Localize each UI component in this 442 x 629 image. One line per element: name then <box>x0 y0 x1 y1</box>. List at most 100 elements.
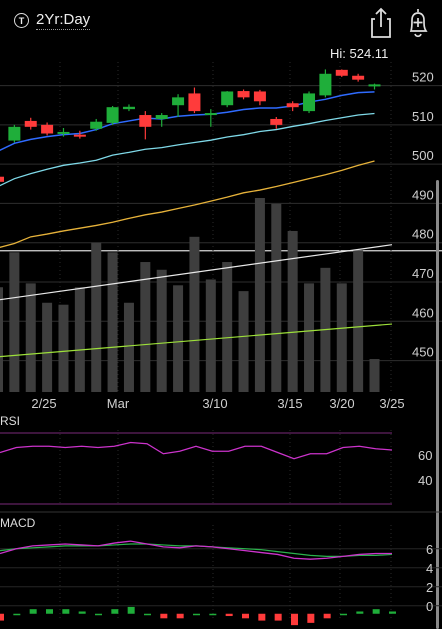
period-selector[interactable]: T 2Yr:Day <box>14 11 91 30</box>
candle-up <box>221 91 234 106</box>
price-tick-label: 460 <box>412 305 434 320</box>
macd-histogram-bar <box>0 613 4 621</box>
price-tick-label: 450 <box>412 345 434 360</box>
macd-histogram-bar <box>258 613 266 621</box>
volume-bar <box>140 262 151 392</box>
macd-histogram-bar <box>160 613 168 619</box>
rsi-title: RSI <box>0 414 21 428</box>
rsi-line <box>0 441 393 460</box>
candle-up <box>303 93 316 112</box>
candle-down <box>73 134 86 137</box>
macd-title: MACD <box>0 516 36 530</box>
macd-histogram-bar <box>356 611 364 614</box>
volume-bar <box>173 285 184 392</box>
macd-tick-label: 6 <box>426 542 433 557</box>
volume-bar <box>123 302 134 392</box>
macd-histogram-bar <box>95 613 102 616</box>
volume-bar <box>25 283 36 392</box>
candle-down <box>286 103 299 108</box>
price-tick-label: 470 <box>412 266 434 281</box>
share-icon[interactable] <box>366 6 396 40</box>
macd-histogram-bar <box>144 613 151 616</box>
period-icon: T <box>14 13 29 28</box>
lower-trend-line <box>0 323 393 358</box>
macd-histogram-bar <box>372 609 380 614</box>
date-tick-label: 3/25 <box>379 396 404 411</box>
macd-histogram-bar <box>62 609 70 614</box>
price-tick-label: 510 <box>412 109 434 124</box>
volume-bar <box>271 203 282 392</box>
candle-down <box>253 91 266 102</box>
volume-bar <box>74 287 85 392</box>
macd-histogram-bar <box>13 613 21 616</box>
macd-histogram-bar <box>389 611 396 614</box>
macd-histogram-bar <box>127 606 135 614</box>
macd-histogram-bar <box>242 613 249 619</box>
candle-down <box>352 75 365 80</box>
macd-histogram-bar <box>176 613 184 619</box>
bell-plus-icon[interactable] <box>404 6 434 40</box>
candle-down <box>24 120 37 127</box>
volume-bar <box>205 279 216 392</box>
volume-bar <box>42 302 53 392</box>
macd-histogram-bar <box>340 613 347 616</box>
price-tick-label: 500 <box>412 148 434 163</box>
rsi-tick-label: 40 <box>418 473 432 488</box>
price-tick-label: 520 <box>412 70 434 85</box>
candle-up <box>368 84 381 87</box>
macd-histogram-bar <box>274 613 282 621</box>
price-tick-label: 490 <box>412 187 434 202</box>
upper-trend-line <box>0 244 393 301</box>
volume-bar <box>58 304 69 392</box>
volume-bar <box>304 283 315 392</box>
macd-histogram-bar <box>291 613 298 626</box>
candle-down <box>237 91 250 98</box>
macd-histogram-bar <box>46 609 53 614</box>
macd-tick-label: 4 <box>426 561 433 576</box>
scrollbar <box>436 180 439 629</box>
candle-down <box>0 176 4 182</box>
macd-histogram-bar <box>78 611 86 614</box>
ma-mid-line <box>0 112 375 187</box>
candle-down <box>270 118 283 125</box>
date-tick-label: 2/25 <box>31 396 56 411</box>
volume-bar <box>0 287 3 392</box>
volume-bar <box>91 242 102 392</box>
macd-histogram-bar <box>193 613 200 616</box>
volume-bar <box>222 262 233 392</box>
candle-up <box>90 121 103 129</box>
candle-down <box>41 124 54 134</box>
rsi-tick-label: 60 <box>418 448 432 463</box>
top-bar: T 2Yr:Day <box>0 0 442 44</box>
period-label: 2Yr:Day <box>36 11 91 30</box>
candle-up <box>204 113 217 116</box>
volume-bar <box>238 291 249 392</box>
candle-up <box>57 131 70 134</box>
price-tick-label: 480 <box>412 227 434 242</box>
volume-bar <box>336 283 347 392</box>
macd-line <box>0 540 392 560</box>
macd-histogram-bar <box>323 613 331 619</box>
candle-down <box>188 93 201 112</box>
candle-up <box>319 73 332 96</box>
volume-bar <box>254 198 265 392</box>
macd-histogram-bar <box>29 609 37 614</box>
date-tick-label: 3/10 <box>202 396 227 411</box>
macd-histogram-bar <box>111 609 119 614</box>
date-tick-label: 3/15 <box>277 396 302 411</box>
macd-tick-label: 2 <box>426 580 433 595</box>
candle-down <box>335 69 348 76</box>
volume-bar <box>189 236 200 392</box>
ma-slow-line <box>0 160 375 248</box>
volume-bar <box>107 252 118 392</box>
candle-up <box>106 107 119 123</box>
volume-bar <box>156 269 167 392</box>
macd-tick-label: 0 <box>426 599 433 614</box>
date-tick-label: Mar <box>107 396 130 411</box>
candle-up <box>122 106 135 110</box>
volume-bar <box>369 359 380 392</box>
macd-histogram-bar <box>307 613 315 623</box>
high-label: Hi: 524.11 <box>330 46 389 61</box>
volume-bar <box>287 230 298 392</box>
